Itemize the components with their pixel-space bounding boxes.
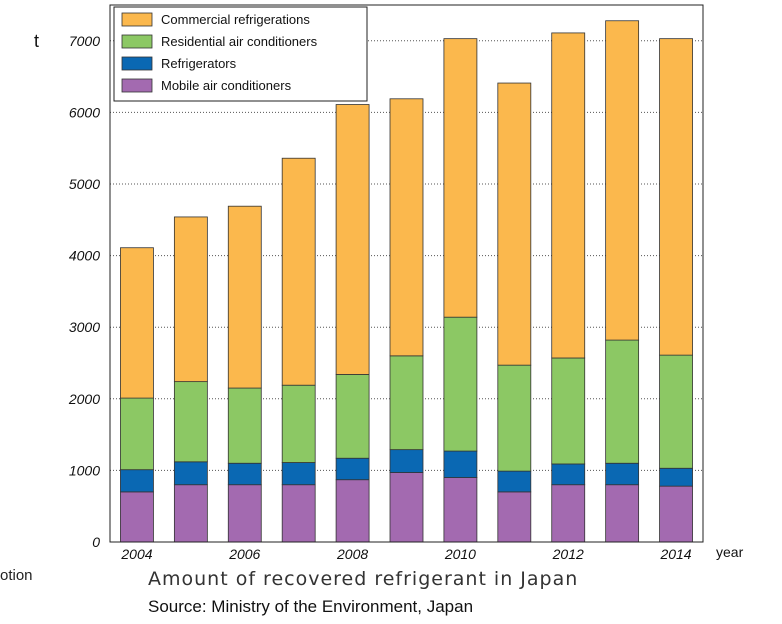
y-tick-label: 7000 [69,33,100,49]
bar-segment [281,484,316,543]
bar-segment [335,104,370,375]
bar-segments [120,20,693,543]
bar-segment [227,387,262,464]
y-tick-label: 6000 [69,104,100,120]
bar-segment [497,491,532,543]
legend-swatch [121,78,153,93]
legend-swatch [121,56,153,71]
bar-segment [335,457,370,481]
legend: Commercial refrigerations Residential air… [113,6,368,102]
legend-label: Mobile air conditioners [161,78,292,93]
bar-segment [281,157,316,386]
y-tick-label: 5000 [69,176,100,192]
bar-segment [659,38,693,356]
legend-label: Refrigerators [161,56,237,71]
bar-segment [389,98,424,357]
x-tick-label: 2014 [659,546,691,562]
bar-segment [227,205,262,389]
y-tick-label: 4000 [69,248,100,264]
bar-segment [389,355,424,451]
bar-segment [659,354,693,469]
x-tick-label: 2012 [552,546,584,562]
bar-segment [389,449,424,473]
bar-segment [605,484,640,543]
x-axis-unit: year [716,544,744,560]
bar-segment [443,316,478,452]
plot-frame [109,4,704,543]
bar-segment [551,32,586,359]
bar-segment [551,357,586,465]
bar-segment [551,484,586,543]
bar-segment [173,484,208,543]
bar-segment [497,470,532,493]
bar-segment [281,384,316,463]
bar-segment [120,491,154,543]
bar-segment [173,216,208,383]
legend-frame [113,6,368,102]
bar-segment [120,397,154,471]
bar-segment [281,462,316,486]
caption-fragment: otion [0,567,33,584]
bar-segment [389,472,424,543]
chart-source: Source: Ministry of the Environment, Jap… [148,597,474,616]
bar-segment [173,381,208,463]
y-tick-label: 2000 [68,391,100,407]
bar-segment [605,339,640,464]
x-tick-label: 2008 [336,546,368,562]
legend-swatch [121,12,153,27]
bar-segment [605,20,640,341]
bar-segment [551,463,586,486]
legend-swatch [121,34,153,49]
bar-segment [443,38,478,318]
bar-segment [497,82,532,366]
bar-segment [173,461,208,486]
bar-segment [335,479,370,543]
bar-segment [227,462,262,486]
y-tick-label: 1000 [69,462,100,478]
y-axis-unit: t [34,31,39,51]
bar-segment [659,485,693,543]
bar-segment [443,477,478,543]
bar-segment [497,364,532,472]
x-tick-label: 2004 [120,546,152,562]
y-tick-label: 0 [92,534,100,550]
bar-segment [659,467,693,487]
y-tick-label: 3000 [69,319,100,335]
bar-segment [120,247,154,399]
bar-segment [120,469,154,493]
legend-label: Residential air conditioners [161,34,318,49]
axis-tick-labels: 0 1000 2000 3000 4000 5000 6000 7000 2004 2006 200… [68,33,692,562]
chart-caption-title: Amount of recovered refrigerant in Japan [148,568,579,590]
bar-segment [605,462,640,486]
x-tick-label: 2006 [228,546,260,562]
x-tick-label: 2010 [444,546,476,562]
bar-segment [335,374,370,459]
bar-segment [443,450,478,478]
bar-segment [227,484,262,543]
legend-label: Commercial refrigerations [161,12,310,27]
